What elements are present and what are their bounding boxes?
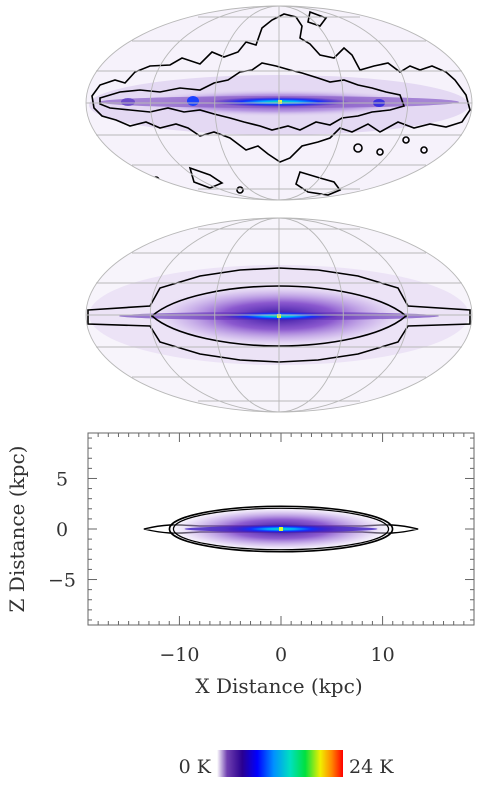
bottom-emission — [143, 505, 419, 553]
top-sky-map — [85, 5, 473, 201]
bottom-ticks — [87, 433, 475, 625]
top-contour-spot2 — [376, 148, 384, 156]
top-grid — [85, 5, 473, 201]
y-tick-label: 5 — [56, 468, 68, 490]
top-contour-blob1 — [295, 171, 342, 196]
top-contour-spot6 — [236, 186, 244, 194]
bottom-peak — [279, 527, 283, 531]
x-tick-label: −10 — [159, 644, 199, 666]
top-contour-spot4 — [420, 146, 428, 154]
top-contour-spot3 — [402, 136, 410, 144]
colorbar-min-label: 0 K — [179, 756, 212, 778]
top-blob-left — [187, 96, 199, 106]
bottom-contour-outer — [168, 505, 394, 553]
bottom-tick-labels: −10 0 10 5 0 −5 — [48, 468, 395, 666]
bottom-contour-inner — [172, 507, 390, 551]
y-tick-label: 0 — [56, 519, 68, 541]
middle-contour-inner — [150, 285, 408, 347]
top-contour-outer — [91, 13, 471, 163]
x-tick-label: 0 — [275, 644, 287, 666]
top-contour-blob2 — [188, 166, 224, 189]
colorbar: 0 K 24 K — [179, 750, 394, 778]
colorbar-max-label: 24 K — [349, 756, 394, 778]
x-axis-label: X Distance (kpc) — [195, 674, 362, 698]
middle-contour-outer — [87, 267, 471, 363]
x-tick-label: 10 — [370, 644, 394, 666]
y-tick-label: −5 — [48, 570, 76, 592]
bottom-xz-plot: −10 0 10 5 0 −5 X Distance (kpc) Z Distance (… — [5, 432, 475, 698]
top-contour-spot1 — [353, 143, 363, 153]
top-contour-blob4 — [307, 10, 328, 27]
y-axis-label: Z Distance (kpc) — [5, 446, 29, 613]
colorbar-gradient — [217, 750, 343, 777]
top-blob-left2 — [121, 98, 135, 106]
top-contour-inner — [99, 62, 406, 131]
middle-grid — [85, 217, 473, 413]
middle-sky-map — [85, 217, 473, 413]
top-contour-blob3 — [437, 8, 458, 25]
top-peak — [278, 100, 282, 104]
